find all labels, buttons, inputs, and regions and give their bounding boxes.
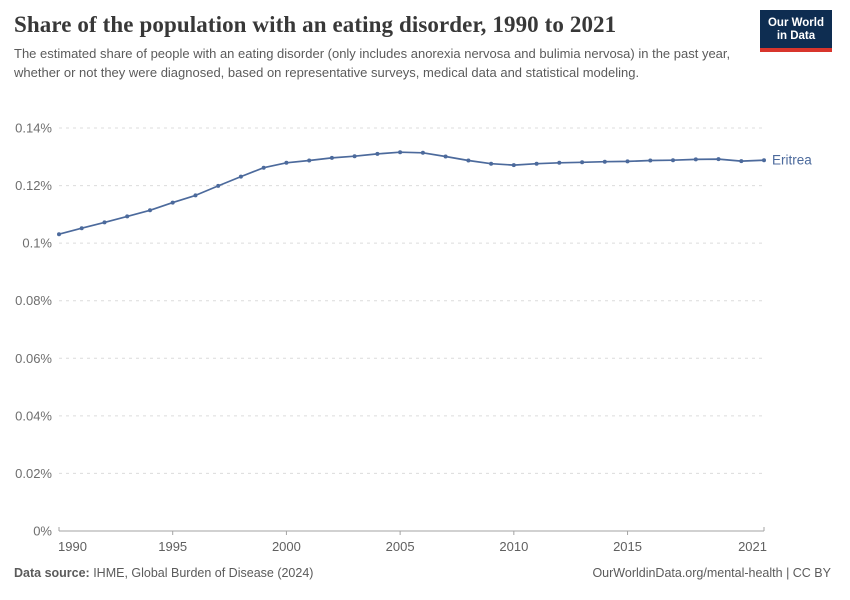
data-point[interactable] bbox=[534, 161, 539, 166]
owid-logo[interactable]: Our World in Data bbox=[759, 10, 832, 52]
x-axis-tick-label: 2000 bbox=[272, 539, 301, 554]
data-point[interactable] bbox=[238, 174, 243, 179]
x-axis-tick-label: 2010 bbox=[499, 539, 528, 554]
data-point[interactable] bbox=[602, 159, 607, 164]
y-axis-tick-label: 0.02% bbox=[15, 466, 52, 481]
data-source-value: IHME, Global Burden of Disease (2024) bbox=[89, 566, 314, 580]
data-point[interactable] bbox=[557, 160, 562, 165]
data-point[interactable] bbox=[57, 232, 61, 237]
data-point[interactable] bbox=[329, 155, 334, 160]
data-point[interactable] bbox=[193, 193, 198, 198]
y-axis-tick-label: 0.08% bbox=[15, 293, 52, 308]
x-axis-tick-label: 1995 bbox=[158, 539, 187, 554]
data-source: Data source: IHME, Global Burden of Dise… bbox=[14, 566, 313, 580]
data-point[interactable] bbox=[148, 208, 152, 213]
owid-logo-line1: Our World bbox=[767, 17, 824, 29]
data-point[interactable] bbox=[580, 160, 585, 165]
x-axis-tick-label: 1990 bbox=[58, 539, 87, 554]
owid-logo-line2: in Data bbox=[776, 30, 816, 42]
data-point[interactable] bbox=[352, 154, 357, 159]
y-axis-tick-label: 0.12% bbox=[15, 178, 52, 193]
chart-footer: Data source: IHME, Global Burden of Dise… bbox=[14, 566, 831, 580]
chart-header: Share of the population with an eating d… bbox=[14, 10, 836, 82]
data-point[interactable] bbox=[466, 158, 471, 163]
y-axis-tick-label: 0.04% bbox=[15, 408, 52, 423]
x-axis-tick-label: 2005 bbox=[386, 539, 415, 554]
y-axis-tick-label: 0% bbox=[33, 524, 52, 539]
data-line[interactable] bbox=[58, 151, 765, 236]
y-axis-tick-label: 0.14% bbox=[15, 121, 52, 136]
chart-plot-area[interactable]: 0% 0.02% 0.04% 0.06% 0.08% 0.1% 0.12% 0.14% 1990… bbox=[0, 108, 850, 568]
data-point[interactable] bbox=[671, 158, 675, 163]
data-point[interactable] bbox=[648, 158, 653, 163]
data-point[interactable] bbox=[102, 220, 107, 225]
y-axis-tick-label: 0.1% bbox=[22, 236, 52, 251]
data-point[interactable] bbox=[420, 150, 425, 155]
x-axis-tick-label: 2021 bbox=[738, 539, 767, 554]
data-point[interactable] bbox=[443, 154, 448, 159]
data-point[interactable] bbox=[307, 158, 312, 163]
data-point[interactable] bbox=[511, 163, 516, 168]
data-point[interactable] bbox=[398, 150, 403, 155]
data-source-label: Data source: bbox=[14, 566, 90, 580]
data-point[interactable] bbox=[216, 183, 221, 188]
x-axis-tick-label: 2015 bbox=[613, 539, 642, 554]
y-axis-tick-label: 0.06% bbox=[15, 351, 52, 366]
data-point[interactable] bbox=[739, 159, 744, 164]
chart-subtitle: The estimated share of people with an ea… bbox=[14, 46, 731, 80]
data-point[interactable] bbox=[625, 159, 630, 164]
data-point[interactable] bbox=[762, 158, 766, 163]
data-point[interactable] bbox=[693, 157, 698, 162]
line-chart-svg[interactable]: 0% 0.02% 0.04% 0.06% 0.08% 0.1% 0.12% 0.14% 1990… bbox=[0, 108, 850, 568]
owid-url-link[interactable]: OurWorldinData.org/mental-health | CC BY bbox=[592, 566, 831, 580]
data-point[interactable] bbox=[79, 226, 84, 231]
data-point[interactable] bbox=[284, 160, 289, 165]
chart-title: Share of the population with an eating d… bbox=[14, 12, 617, 37]
data-point[interactable] bbox=[170, 200, 175, 205]
data-point[interactable] bbox=[489, 161, 494, 166]
series-end-label[interactable]: Eritrea bbox=[772, 153, 812, 168]
data-point[interactable] bbox=[261, 165, 266, 170]
data-point[interactable] bbox=[375, 151, 380, 156]
data-point[interactable] bbox=[716, 157, 721, 162]
data-point[interactable] bbox=[125, 214, 130, 219]
